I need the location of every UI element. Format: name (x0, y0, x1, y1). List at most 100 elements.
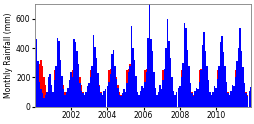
Bar (222, 52, 224, 107)
Bar (58, 60, 59, 107)
Bar (159, 91, 160, 107)
Bar (213, 91, 214, 107)
Bar (56, 38, 58, 107)
Bar (225, 85, 227, 107)
Bar (202, 60, 204, 107)
Bar (193, 93, 195, 107)
Bar (105, 89, 106, 107)
Bar (171, 85, 172, 107)
Bar (190, 93, 192, 107)
Bar (38, 64, 40, 107)
Bar (178, 95, 180, 107)
Bar (245, 92, 246, 107)
Bar (69, 91, 70, 107)
Bar (219, 64, 220, 107)
Bar (169, 77, 171, 107)
Bar (47, 95, 49, 107)
Bar (115, 79, 117, 107)
Bar (74, 42, 76, 107)
Bar (59, 60, 61, 107)
Bar (172, 91, 174, 107)
Bar (222, 66, 224, 107)
Bar (138, 95, 139, 107)
Bar (181, 69, 183, 107)
Bar (169, 77, 171, 107)
Bar (202, 32, 204, 107)
Bar (49, 74, 50, 107)
Bar (61, 76, 62, 107)
Bar (64, 95, 66, 107)
Bar (139, 93, 141, 107)
Bar (246, 96, 247, 107)
Bar (102, 95, 103, 107)
Bar (166, 19, 168, 107)
Bar (220, 60, 222, 107)
Bar (199, 70, 201, 107)
Bar (59, 66, 61, 107)
Bar (156, 95, 157, 107)
Bar (201, 45, 202, 107)
Bar (110, 54, 112, 107)
Bar (178, 95, 180, 107)
Bar (92, 64, 94, 107)
Bar (180, 77, 181, 107)
Bar (178, 86, 180, 107)
Bar (100, 93, 102, 107)
Bar (117, 85, 118, 107)
Bar (118, 95, 120, 107)
Bar (49, 93, 50, 107)
Bar (192, 96, 193, 107)
Bar (90, 70, 91, 107)
Bar (224, 77, 225, 107)
Bar (100, 93, 102, 107)
Bar (69, 91, 70, 107)
Bar (126, 70, 127, 107)
Bar (156, 95, 157, 107)
Bar (147, 38, 148, 107)
Bar (186, 66, 187, 107)
Bar (216, 70, 217, 107)
Bar (139, 93, 141, 107)
Bar (55, 69, 56, 107)
Bar (66, 95, 67, 107)
Bar (189, 85, 190, 107)
Bar (243, 85, 245, 107)
Bar (62, 89, 64, 107)
Bar (94, 47, 96, 107)
Bar (187, 77, 189, 107)
Bar (207, 80, 208, 107)
Bar (193, 93, 195, 107)
Bar (79, 83, 81, 107)
Bar (126, 83, 127, 107)
Bar (139, 91, 141, 107)
Bar (44, 95, 46, 107)
Bar (213, 91, 214, 107)
Bar (56, 64, 58, 107)
Bar (71, 70, 73, 107)
Bar (136, 92, 138, 107)
Bar (96, 66, 97, 107)
Bar (58, 41, 59, 107)
Bar (229, 93, 231, 107)
Bar (91, 69, 92, 107)
Bar (120, 96, 121, 107)
Bar (151, 51, 153, 107)
Bar (73, 69, 74, 107)
Bar (103, 91, 105, 107)
Bar (43, 77, 44, 107)
Bar (142, 95, 144, 107)
Bar (235, 69, 237, 107)
Bar (240, 66, 242, 107)
Bar (227, 93, 228, 107)
Bar (43, 98, 44, 107)
Bar (53, 80, 55, 107)
Bar (97, 77, 99, 107)
Bar (127, 72, 129, 107)
Bar (172, 92, 174, 107)
Bar (183, 64, 184, 107)
Bar (112, 60, 114, 107)
Bar (38, 82, 40, 107)
Bar (184, 28, 186, 107)
Bar (103, 93, 105, 107)
Bar (144, 82, 145, 107)
